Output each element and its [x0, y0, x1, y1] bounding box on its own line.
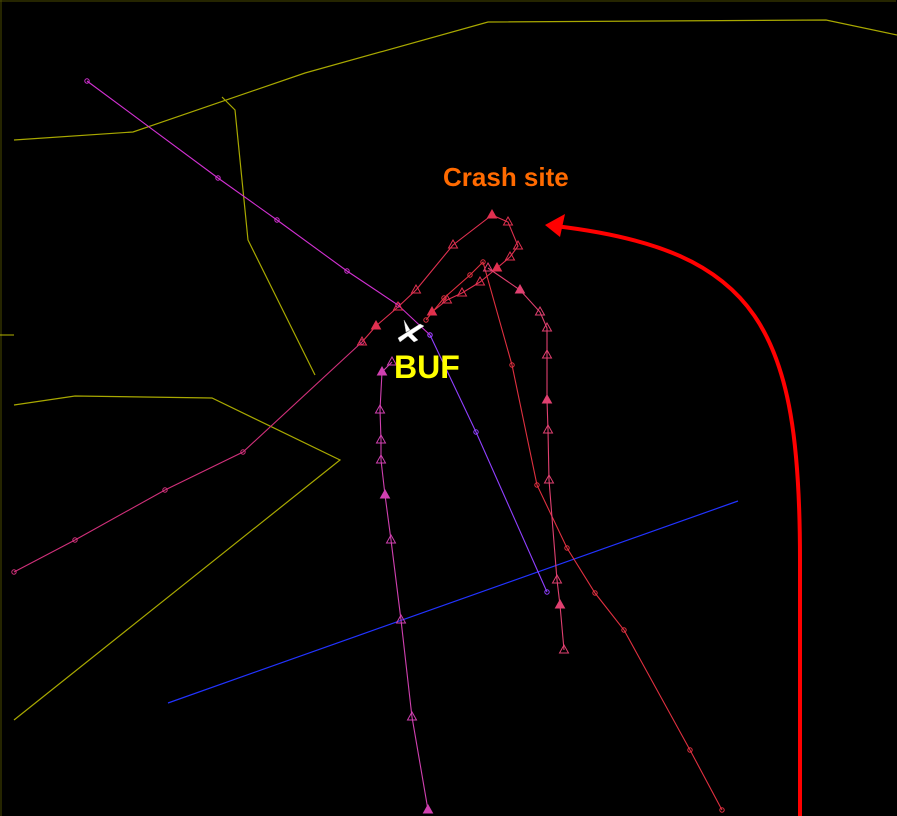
track-point	[426, 305, 438, 316]
track-point	[564, 545, 570, 551]
track-point	[541, 321, 553, 332]
track-point	[240, 449, 246, 455]
boundary	[221, 96, 316, 376]
track-point	[11, 569, 17, 575]
track-point	[473, 429, 479, 435]
track-point	[480, 259, 486, 265]
track-point	[482, 261, 494, 272]
track-point	[504, 250, 516, 261]
track-point	[359, 339, 365, 345]
track-point	[410, 283, 422, 294]
boundary	[13, 395, 342, 721]
track-point	[370, 319, 382, 330]
tracks	[11, 78, 725, 814]
track-point	[344, 268, 350, 274]
track-point	[534, 305, 546, 316]
track-point	[719, 807, 725, 813]
track-point	[486, 208, 498, 219]
track-point	[542, 423, 554, 434]
track	[429, 334, 548, 593]
arrow-head	[545, 214, 565, 237]
track-point	[406, 710, 418, 721]
track-point	[423, 317, 429, 323]
track	[425, 260, 723, 811]
crash-site-label: Crash site	[443, 162, 569, 192]
track-point	[375, 453, 387, 464]
track-point	[514, 283, 526, 294]
track	[379, 361, 429, 811]
track-point	[551, 573, 563, 584]
boundaries	[13, 19, 897, 721]
track-point	[592, 590, 598, 596]
track-point	[456, 286, 468, 297]
track-point	[72, 537, 78, 543]
track-point	[386, 355, 398, 366]
track-point	[541, 393, 553, 404]
track-point	[274, 217, 280, 223]
track-point	[427, 332, 433, 338]
track-point	[621, 627, 627, 633]
track-point	[558, 643, 570, 654]
track-point	[379, 488, 391, 499]
plane-icon	[397, 319, 425, 343]
track-point	[687, 747, 693, 753]
track-point	[502, 215, 514, 226]
arrow	[554, 224, 802, 816]
airport-label: BUF	[394, 349, 460, 385]
track-point	[554, 598, 566, 609]
track-point	[441, 295, 447, 301]
track	[86, 80, 431, 336]
track-point	[422, 803, 434, 814]
track-point	[215, 175, 221, 181]
plane	[397, 319, 425, 343]
track-point	[534, 482, 540, 488]
track-point	[447, 238, 459, 249]
track-point	[541, 348, 553, 359]
track-point	[467, 272, 473, 278]
track-point	[162, 487, 168, 493]
track-point	[375, 433, 387, 444]
track-point	[356, 335, 368, 346]
track-point	[84, 78, 90, 84]
track-point	[392, 300, 404, 311]
track	[13, 341, 363, 573]
blue-track	[167, 500, 739, 704]
track-point	[395, 613, 407, 624]
track-point	[544, 589, 550, 595]
track-point	[374, 403, 386, 414]
track-point	[441, 293, 453, 304]
track-point	[385, 533, 397, 544]
track	[361, 214, 519, 343]
track-point	[376, 365, 388, 376]
track-point	[491, 261, 503, 272]
boundary	[13, 19, 897, 141]
track-point	[509, 362, 515, 368]
track-point	[474, 275, 486, 286]
track-point	[543, 473, 555, 484]
track-point	[512, 239, 524, 250]
